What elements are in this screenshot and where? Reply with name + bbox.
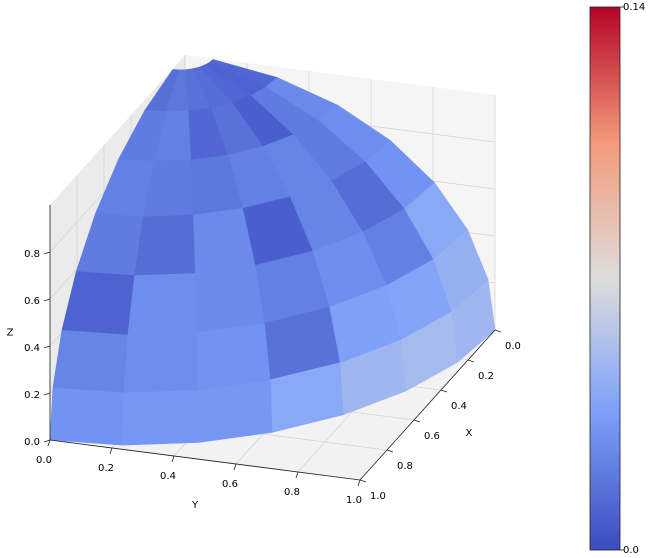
surface-face xyxy=(123,332,198,393)
surface-face xyxy=(52,329,129,393)
tick-mark xyxy=(43,251,51,255)
x-tick-label: 0.0 xyxy=(505,341,521,352)
surface xyxy=(49,59,496,446)
axis-line xyxy=(49,439,361,481)
tick-mark xyxy=(109,447,113,455)
surface-face xyxy=(49,386,125,446)
labels: 0.0 0.2 0.4 0.6 0.8 1.0 0.0 0.2 0.4 0.6 0.8 1.0 0.0 0… xyxy=(7,205,521,511)
tick-mark xyxy=(440,389,448,393)
x-tick-label: 0.2 xyxy=(478,371,494,382)
surface-face xyxy=(270,362,344,433)
tick-mark xyxy=(494,329,502,333)
surface-face xyxy=(134,214,196,276)
z-tick-label: 0.4 xyxy=(24,343,40,354)
tick-mark xyxy=(43,392,51,396)
y-tick-label: 1.0 xyxy=(346,495,362,506)
x-tick-label: 0.6 xyxy=(424,431,440,442)
surface-face xyxy=(197,379,274,443)
tick-mark xyxy=(233,463,237,471)
tick-mark xyxy=(295,471,299,479)
x-tick-label: 0.8 xyxy=(397,461,413,472)
tick-mark xyxy=(43,439,51,443)
tick-mark xyxy=(43,345,51,349)
tick-mark xyxy=(47,439,51,447)
z-axis-label: Z xyxy=(7,328,14,339)
tick-mark xyxy=(171,455,175,463)
axis-line xyxy=(359,329,496,481)
surface-face xyxy=(196,322,272,391)
y-tick-label: 0.6 xyxy=(222,479,238,490)
surface-face xyxy=(127,273,198,336)
tick-mark xyxy=(43,298,51,302)
surface-face xyxy=(195,264,266,333)
colorbar-tick-label: 0.0 xyxy=(623,545,639,556)
tick-mark xyxy=(467,359,475,363)
tick-mark xyxy=(359,479,367,483)
y-axis-label: Y xyxy=(191,500,199,511)
y-tick-label: 0.4 xyxy=(160,471,176,482)
tick-mark xyxy=(386,449,394,453)
z-tick-label: 0.2 xyxy=(24,390,40,401)
tick-mark xyxy=(413,419,421,423)
z-tick-label: 0.6 xyxy=(24,296,40,307)
x-tick-label: 1.0 xyxy=(370,491,386,502)
colorbar xyxy=(589,6,621,551)
y-tick-label: 0.0 xyxy=(36,455,52,466)
y-tick-label: 0.8 xyxy=(284,487,300,498)
x-tick-label: 0.4 xyxy=(451,401,467,412)
surface-face xyxy=(122,389,199,446)
colorbar-tick-label: 0.14 xyxy=(623,2,645,13)
tick-mark xyxy=(357,479,361,487)
x-axis-label: X xyxy=(466,428,473,439)
z-tick-label: 0.0 xyxy=(24,437,40,448)
y-tick-label: 0.2 xyxy=(98,463,114,474)
z-tick-label: 0.8 xyxy=(24,249,40,260)
